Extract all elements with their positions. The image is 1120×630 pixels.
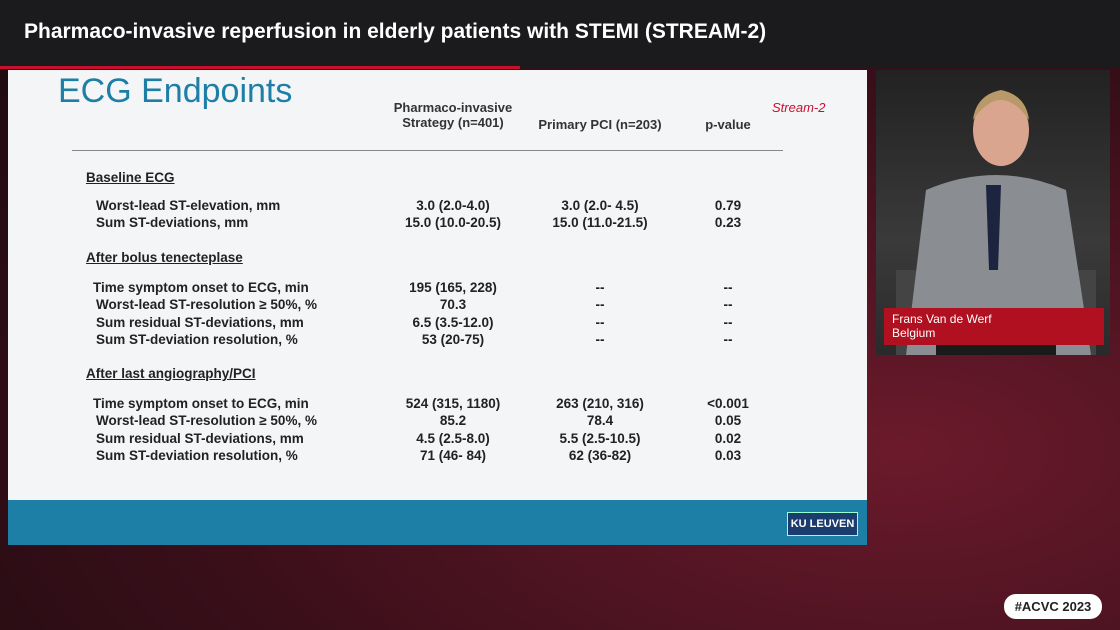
table-cell: 70.3 (439, 297, 467, 313)
row-label: Time symptom onset to ECG, min (93, 396, 309, 411)
table-cell: 78.4 (586, 413, 614, 429)
column-header: p-value (705, 117, 751, 132)
table-cell: 0.23 (714, 215, 742, 231)
table-cell: 5.5 (2.5-10.5) (559, 430, 641, 446)
table-cell: 71 (46- 84) (419, 447, 487, 463)
footer-logo: KU LEUVEN (787, 512, 858, 536)
table-cell: 263 (210, 316) (556, 396, 644, 411)
progress-line (0, 66, 520, 69)
section-title: Baseline ECG (86, 170, 175, 185)
table-cell: 4.5 (2.5-8.0) (416, 430, 490, 446)
table-cell: 524 (315, 1180) (405, 396, 501, 411)
section-title: After bolus tenecteplase (86, 250, 243, 265)
speaker-name: Frans Van de Werf (892, 312, 992, 326)
section-title: After last angiography/PCI (86, 366, 256, 381)
table-cell: 0.02 (714, 430, 742, 446)
row-label: Worst-lead ST-resolution ≥ 50%, % (96, 413, 317, 429)
table-cell: -- (595, 314, 605, 330)
row-label: Sum ST-deviation resolution, % (96, 331, 298, 347)
table-cell: 195 (165, 228) (409, 280, 497, 295)
row-label: Sum ST-deviation resolution, % (96, 447, 298, 463)
row-label: Sum ST-deviations, mm (96, 215, 249, 231)
video-title: Pharmaco-invasive reperfusion in elderly… (24, 20, 767, 43)
table-cell: 3.0 (2.0-4.0) (416, 198, 490, 213)
table-cell: -- (723, 297, 733, 313)
table-cell: 0.79 (714, 198, 742, 213)
table-cell: 0.05 (714, 413, 742, 429)
speaker-country: Belgium (892, 326, 936, 340)
table-cell: -- (723, 280, 733, 295)
slide-title: ECG Endpoints (58, 72, 293, 110)
top-bar (0, 0, 1120, 68)
table-cell: 53 (20-75) (421, 331, 485, 347)
table-cell: <0.001 (707, 396, 749, 411)
table-cell: -- (723, 314, 733, 330)
table-cell: 15.0 (10.0-20.5) (404, 215, 502, 231)
table-cell: 85.2 (439, 413, 467, 429)
table-cell: -- (723, 331, 733, 347)
table-cell: 6.5 (3.5-12.0) (412, 314, 494, 330)
table-cell: -- (595, 331, 605, 347)
column-header: Primary PCI (n=203) (538, 117, 662, 132)
table-cell: 3.0 (2.0- 4.5) (561, 198, 639, 213)
row-label: Time symptom onset to ECG, min (93, 280, 309, 295)
slide (8, 70, 867, 545)
speaker-tag: Frans Van de Werf Belgium (884, 308, 1104, 345)
row-label: Sum residual ST-deviations, mm (96, 314, 304, 330)
table-cell: 0.03 (714, 447, 742, 463)
header-rule (72, 150, 783, 151)
study-logo: Stream-2 (772, 100, 826, 115)
table-cell: 15.0 (11.0-21.5) (552, 215, 648, 231)
table-cell: -- (595, 297, 605, 313)
row-label: Sum residual ST-deviations, mm (96, 430, 304, 446)
table-cell: -- (595, 280, 605, 295)
table-cell: 62 (36-82) (568, 447, 632, 463)
slide-footer-band (8, 500, 867, 545)
row-label: Worst-lead ST-resolution ≥ 50%, % (96, 297, 317, 313)
column-header: Pharmaco-invasive Strategy (n=401) (393, 100, 513, 130)
hashtag: #ACVC 2023 (1004, 594, 1102, 619)
row-label: Worst-lead ST-elevation, mm (96, 198, 281, 213)
